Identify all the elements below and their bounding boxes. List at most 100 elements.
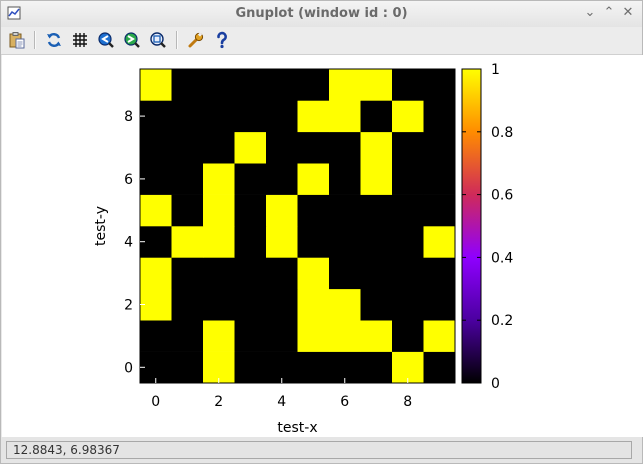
heatmap-cell	[234, 163, 267, 195]
previous-zoom-button[interactable]	[96, 30, 116, 50]
close-button[interactable]: ✕	[622, 5, 634, 20]
heatmap-cell	[423, 351, 456, 384]
heatmap-cell	[234, 257, 267, 290]
replot-button[interactable]	[44, 30, 64, 50]
heatmap-cell	[140, 194, 172, 227]
x-tick-label: 4	[277, 394, 286, 410]
title-bar[interactable]: Gnuplot (window id : 0) ⌄ ⌃ ✕	[1, 1, 642, 27]
heatmap-cell	[423, 288, 456, 321]
heatmap-cell	[360, 351, 393, 384]
heatmap-cell	[360, 257, 393, 290]
toggle-grid-button[interactable]	[70, 30, 90, 50]
heatmap-cell	[297, 69, 330, 101]
colorbar-box	[461, 68, 482, 384]
plot-area[interactable]: 0 2 4 6 8 0 2 4 6 8 0 0.2 0.4 0.6 0.8 1 test-x test-y	[2, 55, 643, 437]
heatmap-cell	[266, 131, 298, 164]
help-button[interactable]	[212, 30, 232, 50]
y-tick-label: 6	[124, 172, 133, 188]
copy-to-clipboard-button[interactable]	[7, 30, 27, 50]
zoom-forward-icon	[124, 32, 140, 48]
heatmap-cell	[140, 288, 172, 321]
heatmap-cell	[423, 226, 456, 258]
heatmap-cell	[360, 194, 393, 227]
heatmap-cell	[203, 320, 235, 352]
y-axis: 0 2 4 6 8	[124, 109, 145, 376]
heatmap-cell	[171, 351, 204, 384]
heatmap-cell	[140, 163, 172, 195]
heatmap-cell	[171, 288, 204, 321]
y-tick-label: 8	[124, 109, 133, 125]
heatmap-cell	[392, 288, 424, 321]
zoom-back-icon	[98, 32, 114, 48]
heatmap-cell	[297, 257, 330, 290]
heatmap-cell	[423, 100, 456, 133]
heatmap-cell	[266, 100, 298, 133]
heatmap-cell	[203, 163, 235, 195]
heatmap-cell	[423, 163, 456, 195]
autoscale-button[interactable]	[148, 30, 168, 50]
question-icon	[217, 31, 227, 49]
heatmap-cell	[329, 194, 361, 227]
heatmap-cell	[203, 257, 235, 290]
heatmap-cell	[266, 288, 298, 321]
heatmap-cell	[140, 226, 172, 258]
heatmap-cell	[171, 69, 204, 101]
heatmap-cell	[329, 131, 361, 164]
heatmap-cell	[392, 69, 424, 101]
next-zoom-button[interactable]	[122, 30, 142, 50]
heatmap-cell	[297, 163, 330, 195]
heatmap-cell	[266, 69, 298, 101]
colorbar-tick-label: 0.2	[491, 313, 513, 329]
heatmap-cell	[234, 320, 267, 352]
heatmap-cell	[297, 131, 330, 164]
heatmap-cell	[266, 194, 298, 227]
heatmap-cell	[329, 257, 361, 290]
heatmap-cell	[203, 69, 235, 101]
heatmap-cell	[234, 194, 267, 227]
heatmap-cell	[423, 69, 456, 101]
x-tick-label: 2	[214, 394, 223, 410]
x-axis: 0 2 4 6 8	[151, 378, 412, 410]
app-icon	[7, 6, 21, 20]
heatmap-cell	[423, 320, 456, 352]
heatmap-cell	[329, 320, 361, 352]
heatmap-cell	[171, 257, 204, 290]
heatmap-cell	[297, 351, 330, 384]
heatmap-cell	[140, 257, 172, 290]
heatmap-cell	[392, 194, 424, 227]
heatmap-cell	[360, 69, 393, 101]
y-tick-label: 2	[124, 298, 133, 314]
heatmap-cell	[234, 69, 267, 101]
window-title: Gnuplot (window id : 0)	[235, 6, 408, 21]
maximize-button[interactable]: ⌃	[603, 5, 615, 20]
heatmap-cell	[266, 226, 298, 258]
heatmap-cell	[329, 226, 361, 258]
colorbar-tick-label: 0	[491, 376, 500, 392]
heatmap-cell	[171, 100, 204, 133]
heatmap-cell	[297, 226, 330, 258]
heatmap-cell	[140, 131, 172, 164]
heatmap-cell	[360, 288, 393, 321]
minimize-button[interactable]: ⌄	[584, 5, 596, 20]
colorbar-tick-label: 0.4	[491, 250, 513, 266]
settings-button[interactable]	[186, 30, 206, 50]
heatmap-cell	[329, 69, 361, 101]
heatmap-cell	[203, 131, 235, 164]
heatmap-cell	[360, 100, 393, 133]
heatmap-cell	[234, 226, 267, 258]
grid-icon	[73, 33, 87, 47]
refresh-icon	[47, 33, 61, 47]
heatmap-cell	[203, 226, 235, 258]
heatmap-cell	[234, 288, 267, 321]
heatmap-cell	[392, 257, 424, 290]
heatmap-cell	[266, 320, 298, 352]
heatmap-cell	[360, 226, 393, 258]
heatmap-cell	[392, 320, 424, 352]
heatmap-cell	[360, 163, 393, 195]
heatmap-cell	[140, 100, 172, 133]
x-tick-label: 8	[403, 394, 412, 410]
y-axis-label: test-y	[93, 206, 109, 246]
heatmap-cell	[234, 100, 267, 133]
x-axis-label: test-x	[277, 420, 317, 436]
